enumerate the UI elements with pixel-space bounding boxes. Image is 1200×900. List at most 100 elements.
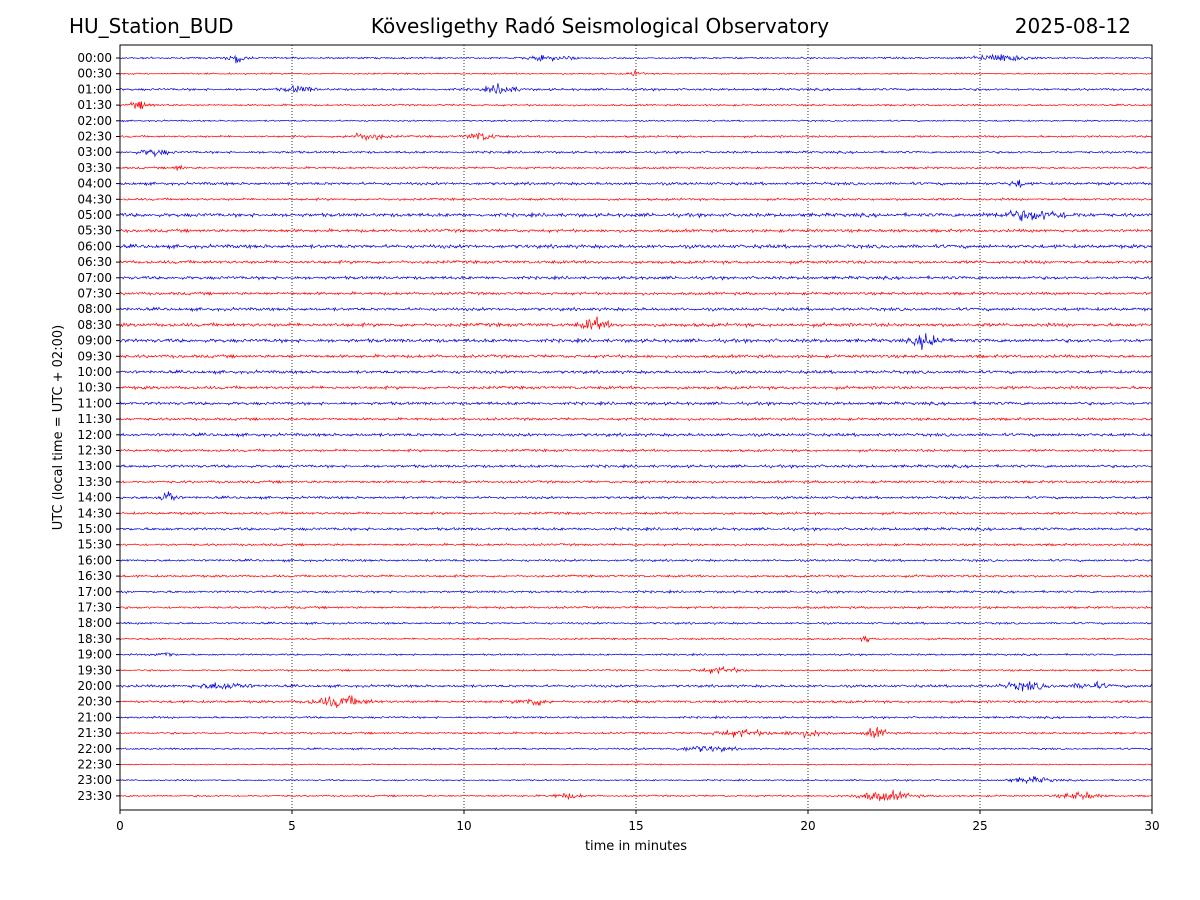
trace-0400 — [119, 179, 1153, 189]
y-tick-label-1630: 16:30 — [77, 569, 112, 583]
y-tick-label-1030: 10:30 — [77, 381, 112, 395]
trace-1030 — [119, 384, 1153, 391]
trace-2300 — [119, 776, 1153, 785]
y-tick-label-2100: 21:00 — [77, 710, 112, 724]
trace-1600 — [119, 558, 1153, 563]
trace-1830 — [119, 635, 1153, 643]
trace-1430 — [119, 510, 1153, 516]
trace-0100 — [119, 83, 1153, 95]
trace-0530 — [119, 227, 1153, 234]
y-tick-label-0230: 02:30 — [77, 130, 112, 144]
trace-0700 — [119, 274, 1153, 281]
y-tick-label-0930: 09:30 — [77, 349, 112, 363]
y-tick-label-1500: 15:00 — [77, 522, 112, 536]
y-tick-label-1000: 10:00 — [77, 365, 112, 379]
trace-0800 — [119, 306, 1153, 313]
trace-1900 — [119, 652, 1153, 658]
grid-layer — [291, 45, 981, 810]
x-tick-label-25: 25 — [972, 819, 987, 833]
x-tick-label-5: 5 — [288, 819, 296, 833]
y-tick-label-1130: 11:30 — [77, 412, 112, 426]
trace-2030 — [119, 695, 1153, 708]
trace-1800 — [119, 621, 1153, 626]
y-tick-label-0430: 04:30 — [77, 192, 112, 206]
trace-1930 — [119, 665, 1153, 674]
y-tick-label-1230: 12:30 — [77, 444, 112, 458]
trace-0030 — [119, 69, 1153, 77]
y-tick-label-2200: 22:00 — [77, 742, 112, 756]
y-tick-label-1830: 18:30 — [77, 632, 112, 646]
y-tick-label-0000: 00:00 — [77, 51, 112, 65]
y-tick-label-1600: 16:00 — [77, 553, 112, 567]
trace-0130 — [119, 101, 1153, 110]
trace-1700 — [119, 589, 1153, 595]
y-tick-label-0400: 04:00 — [77, 177, 112, 191]
y-tick-label-1530: 15:30 — [77, 538, 112, 552]
y-tick-label-2300: 23:00 — [77, 773, 112, 787]
trace-1530 — [119, 542, 1153, 547]
trace-0000 — [119, 53, 1153, 64]
trace-0630 — [119, 259, 1153, 266]
y-axis-label: UTC (local time = UTC + 02:00) — [51, 325, 66, 530]
trace-1500 — [119, 526, 1153, 532]
trace-1100 — [119, 400, 1153, 407]
y-tick-label-0630: 06:30 — [77, 255, 112, 269]
y-tick-label-1200: 12:00 — [77, 428, 112, 442]
x-tick-label-0: 0 — [116, 819, 124, 833]
y-tick-label-0600: 06:00 — [77, 239, 112, 253]
y-tick-label-0700: 07:00 — [77, 271, 112, 285]
trace-layer — [119, 53, 1153, 802]
trace-0430 — [119, 197, 1153, 202]
y-tick-label-0830: 08:30 — [77, 318, 112, 332]
trace-2330 — [119, 789, 1153, 802]
y-tick-label-0730: 07:30 — [77, 287, 112, 301]
y-tick-label-0530: 05:30 — [77, 224, 112, 238]
y-tick-label-1430: 14:30 — [77, 506, 112, 520]
trace-1730 — [119, 605, 1153, 610]
trace-2000 — [119, 680, 1153, 692]
trace-1330 — [119, 479, 1153, 485]
trace-0930 — [119, 353, 1153, 360]
y-tick-label-1100: 11:00 — [77, 396, 112, 410]
y-tick-label-2030: 20:30 — [77, 695, 112, 709]
y-tick-label-2130: 21:30 — [77, 726, 112, 740]
chart-date: 2025-08-12 — [1014, 14, 1131, 38]
y-tick-label-1730: 17:30 — [77, 601, 112, 615]
y-tick-label-1300: 13:00 — [77, 459, 112, 473]
y-tick-label-2330: 23:30 — [77, 789, 112, 803]
chart-title: Kövesligethy Radó Seismological Observat… — [370, 14, 830, 38]
trace-1230 — [119, 448, 1153, 454]
y-tick-label-1330: 13:30 — [77, 475, 112, 489]
trace-2230 — [119, 763, 1153, 766]
trace-2100 — [120, 714, 1153, 720]
x-tick-label-15: 15 — [628, 819, 643, 833]
trace-0730 — [119, 290, 1153, 296]
y-tick-label-1900: 19:00 — [77, 648, 112, 662]
y-tick-label-1800: 18:00 — [77, 616, 112, 630]
trace-1630 — [119, 573, 1153, 579]
x-tick-label-20: 20 — [800, 819, 815, 833]
y-tick-label-0200: 02:00 — [77, 114, 112, 128]
y-tick-label-1400: 14:00 — [77, 491, 112, 505]
y-tick-label-0900: 09:00 — [77, 334, 112, 348]
trace-0830 — [119, 316, 1153, 331]
trace-2200 — [119, 745, 1153, 753]
x-axis-label: time in minutes — [585, 839, 687, 854]
y-tick-label-0300: 03:00 — [77, 145, 112, 159]
y-tick-label-1930: 19:30 — [77, 663, 112, 677]
y-tick-label-0100: 01:00 — [77, 82, 112, 96]
y-tick-label-2000: 20:00 — [77, 679, 112, 693]
y-tick-label-0130: 01:30 — [77, 98, 112, 112]
trace-2130 — [119, 726, 1153, 739]
trace-1400 — [119, 491, 1153, 502]
trace-0600 — [119, 243, 1153, 250]
trace-0230 — [119, 132, 1153, 142]
station-name: HU_Station_BUD — [69, 14, 234, 38]
trace-0900 — [119, 333, 1153, 351]
trace-1300 — [119, 463, 1153, 469]
y-tick-label-0030: 00:30 — [77, 67, 112, 81]
trace-1000 — [119, 369, 1153, 376]
trace-0300 — [119, 148, 1153, 158]
